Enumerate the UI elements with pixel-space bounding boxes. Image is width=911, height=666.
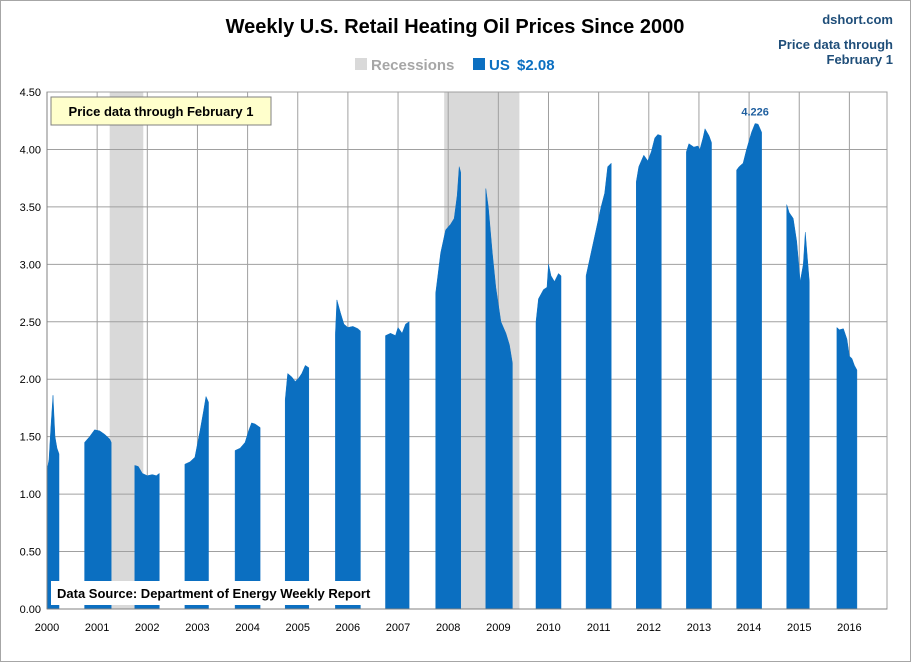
series-area-segment xyxy=(385,321,410,610)
x-tick-label: 2005 xyxy=(286,622,310,634)
y-tick-label: 2.00 xyxy=(20,374,41,386)
source-text: Data Source: Department of Energy Weekly… xyxy=(57,586,371,601)
series-area-segment xyxy=(736,123,762,610)
legend-recessions-label: Recessions xyxy=(371,57,454,74)
legend-us-label: US xyxy=(489,57,510,74)
x-tick-label: 2001 xyxy=(85,622,109,634)
y-tick-label: 3.50 xyxy=(20,202,41,214)
callout-box: Price data through February 1 xyxy=(50,96,272,126)
y-tick-label: 3.00 xyxy=(20,259,41,271)
legend-us-swatch xyxy=(473,58,485,70)
x-tick-label: 2011 xyxy=(587,622,611,634)
x-tick-label: 2000 xyxy=(35,622,59,634)
series-area-segment xyxy=(686,128,712,610)
legend: Recessions US $2.08 xyxy=(355,57,555,74)
x-tick-label: 2004 xyxy=(235,622,259,634)
series-area-segment xyxy=(585,162,612,610)
series-area-segment xyxy=(636,134,662,610)
series-area-segment xyxy=(535,264,562,610)
legend-recessions-swatch xyxy=(355,58,367,70)
series-area-segment xyxy=(836,326,858,610)
y-tick-label: 4.00 xyxy=(20,144,41,156)
x-tick-label: 2007 xyxy=(386,622,410,634)
site-label: dshort.com xyxy=(822,12,893,27)
series-area-segment xyxy=(786,204,810,610)
series-area-segment xyxy=(284,365,310,610)
y-tick-label: 1.00 xyxy=(20,489,41,501)
source-box: Data Source: Department of Energy Weekly… xyxy=(51,581,373,605)
legend-us-value: $2.08 xyxy=(517,57,555,74)
x-tick-label: 2012 xyxy=(637,622,661,634)
series-area-segment xyxy=(46,395,60,610)
y-tick-label: 1.50 xyxy=(20,432,41,444)
callout-background xyxy=(50,96,272,126)
callout-text: Price data through February 1 xyxy=(69,104,254,119)
y-tick-label: 0.00 xyxy=(20,604,41,616)
series-area-segment xyxy=(335,299,361,610)
x-tick-label: 2010 xyxy=(536,622,560,634)
series-area-segment xyxy=(435,166,461,610)
y-tick-label: 0.50 xyxy=(20,547,41,559)
x-tick-label: 2009 xyxy=(486,622,510,634)
side-note-line-1: Price data through xyxy=(778,37,893,52)
y-tick-label: 2.50 xyxy=(20,317,41,329)
x-tick-label: 2003 xyxy=(185,622,209,634)
x-tick-label: 2002 xyxy=(135,622,159,634)
y-tick-label: 4.50 xyxy=(20,87,41,99)
series-area-segment xyxy=(84,429,112,610)
x-tick-label: 2016 xyxy=(837,622,861,634)
series-area-segment xyxy=(485,188,513,610)
plot-area: 0.00 0.50 1.00 1.50 2.00 2.50 3.00 3.50 4.00 4.50… xyxy=(20,87,888,634)
x-tick-label: 2013 xyxy=(687,622,711,634)
series-area-segment xyxy=(134,465,160,610)
peak-value-label: 4.226 xyxy=(741,106,769,118)
x-tick-label: 2008 xyxy=(436,622,460,634)
x-tick-label: 2015 xyxy=(787,622,811,634)
source-background xyxy=(51,581,373,605)
x-tick-label: 2006 xyxy=(336,622,360,634)
series-area-segment xyxy=(184,395,209,610)
x-tick-label: 2014 xyxy=(737,622,761,634)
chart-title: Weekly U.S. Retail Heating Oil Prices Si… xyxy=(226,16,685,38)
side-note-line-2: February 1 xyxy=(827,52,893,67)
series-area-segment xyxy=(234,422,261,610)
